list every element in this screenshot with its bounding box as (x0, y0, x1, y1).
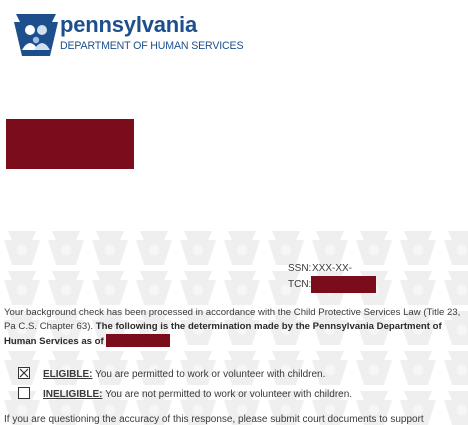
ineligible-option: INELIGIBLE: You are not permitted to wor… (18, 387, 352, 400)
ineligible-label: INELIGIBLE: (43, 389, 103, 400)
footer-text: If you are questioning the accuracy of t… (4, 414, 424, 425)
eligible-checkbox[interactable] (18, 367, 30, 379)
ineligible-text: You are not permitted to work or volunte… (105, 389, 353, 400)
ssn-value: XXX-XX- (312, 263, 353, 274)
keystone-family-logo-icon (12, 10, 60, 58)
tcn-label: TCN: (288, 279, 312, 290)
brand-name: pennsylvania (60, 12, 197, 37)
checked-x-icon (19, 368, 29, 378)
eligible-label: ELIGIBLE: (43, 369, 93, 380)
eligible-option: ELIGIBLE: You are permitted to work or v… (18, 367, 325, 380)
redacted-tcn (311, 276, 376, 293)
intro-text: Your background check has been processed… (4, 307, 461, 332)
keystone-watermark-pattern (0, 228, 468, 425)
ineligible-checkbox[interactable] (18, 387, 30, 399)
redacted-date (106, 334, 171, 347)
eligible-text: You are permitted to work or volunteer w… (95, 369, 326, 380)
department-name: DEPARTMENT OF HUMAN SERVICES (60, 40, 244, 52)
determination-text: The following is the determination made … (4, 321, 442, 347)
ssn-label: SSN: (288, 263, 312, 274)
redacted-recipient-block (6, 119, 134, 169)
determination-paragraph: Your background check has been processed… (4, 306, 464, 349)
